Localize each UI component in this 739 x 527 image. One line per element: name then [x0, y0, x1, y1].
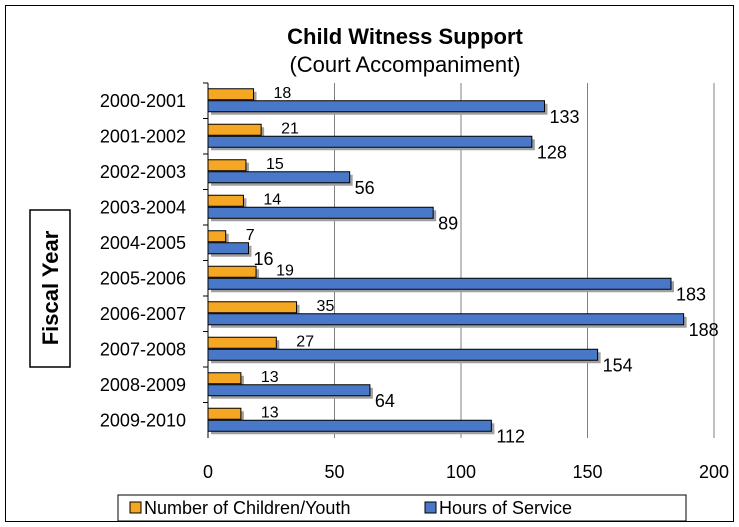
bar-children	[207, 265, 257, 278]
bar-hours	[207, 135, 533, 148]
bar-hours	[207, 100, 545, 113]
bars	[207, 88, 687, 435]
bar-children	[207, 230, 227, 243]
data-label-children: 13	[261, 369, 279, 386]
x-tick-label: 200	[699, 462, 729, 482]
bar-hours	[207, 206, 434, 219]
data-label-children: 7	[246, 227, 255, 244]
bar-children	[207, 407, 242, 420]
bar-children	[207, 88, 255, 101]
bar-children	[207, 159, 247, 172]
data-label-children: 14	[263, 191, 281, 208]
data-label-children: 13	[261, 404, 279, 421]
data-label-hours: 64	[375, 391, 395, 411]
category-label: 2001-2002	[100, 126, 186, 146]
bar-hours	[207, 384, 371, 397]
category-labels: 2000-2001 2001-2002 2002-2003 2003-2004 2004…	[100, 91, 186, 431]
bar-children	[207, 123, 262, 136]
bar-hours	[207, 348, 599, 361]
data-label-hours: 56	[355, 178, 375, 198]
data-label-hours: 188	[689, 320, 719, 340]
legend-swatch-children	[129, 501, 142, 514]
category-label: 2003-2004	[100, 197, 186, 217]
data-label-hours: 89	[438, 213, 458, 233]
data-label-hours: 16	[253, 249, 273, 269]
bar-hours	[207, 171, 351, 184]
legend-label-hours: Hours of Service	[439, 498, 572, 518]
chart-frame	[5, 5, 734, 522]
y-axis-label: Fiscal Year	[38, 230, 63, 345]
bar-hours	[207, 242, 249, 255]
data-label-children: 21	[281, 120, 299, 137]
legend-label-children: Number of Children/Youth	[144, 498, 350, 518]
category-label: 2000-2001	[100, 91, 186, 111]
bar-hours	[207, 419, 492, 432]
data-label-hours: 154	[603, 355, 633, 375]
data-label-children: 15	[266, 156, 284, 173]
legend: Number of Children/Youth Hours of Servic…	[117, 494, 687, 522]
legend-swatch-hours	[424, 501, 437, 514]
data-label-hours: 133	[549, 107, 579, 127]
bar-hours	[207, 277, 672, 290]
data-label-children: 19	[276, 262, 294, 279]
bar-children	[207, 301, 298, 314]
data-label-children: 18	[274, 85, 292, 102]
category-label: 2004-2005	[100, 233, 186, 253]
x-tick-label: 0	[203, 462, 213, 482]
y-axis-label-box: Fiscal Year	[29, 209, 71, 368]
data-label-children: 27	[296, 333, 314, 350]
category-label: 2002-2003	[100, 162, 186, 182]
category-label: 2008-2009	[100, 375, 186, 395]
category-label: 2007-2008	[100, 339, 186, 359]
category-label: 2009-2010	[100, 410, 186, 430]
x-tick-label: 100	[446, 462, 476, 482]
data-label-hours: 112	[496, 426, 525, 446]
bar-children	[207, 336, 277, 349]
category-label: 2005-2006	[100, 268, 186, 288]
x-tick-label: 150	[572, 462, 602, 482]
data-label-hours: 128	[537, 142, 567, 162]
chart-subtitle: (Court Accompaniment)	[289, 52, 520, 77]
bar-hours	[207, 313, 685, 326]
data-label-hours: 183	[676, 284, 706, 304]
x-tick-label: 50	[324, 462, 344, 482]
x-tick-labels: 0 50 100 150 200	[203, 462, 729, 482]
data-label-children: 35	[317, 298, 335, 315]
chart-title: Child Witness Support	[287, 24, 523, 49]
bar-children	[207, 372, 242, 385]
bar-children	[207, 194, 244, 207]
category-label: 2006-2007	[100, 304, 186, 324]
